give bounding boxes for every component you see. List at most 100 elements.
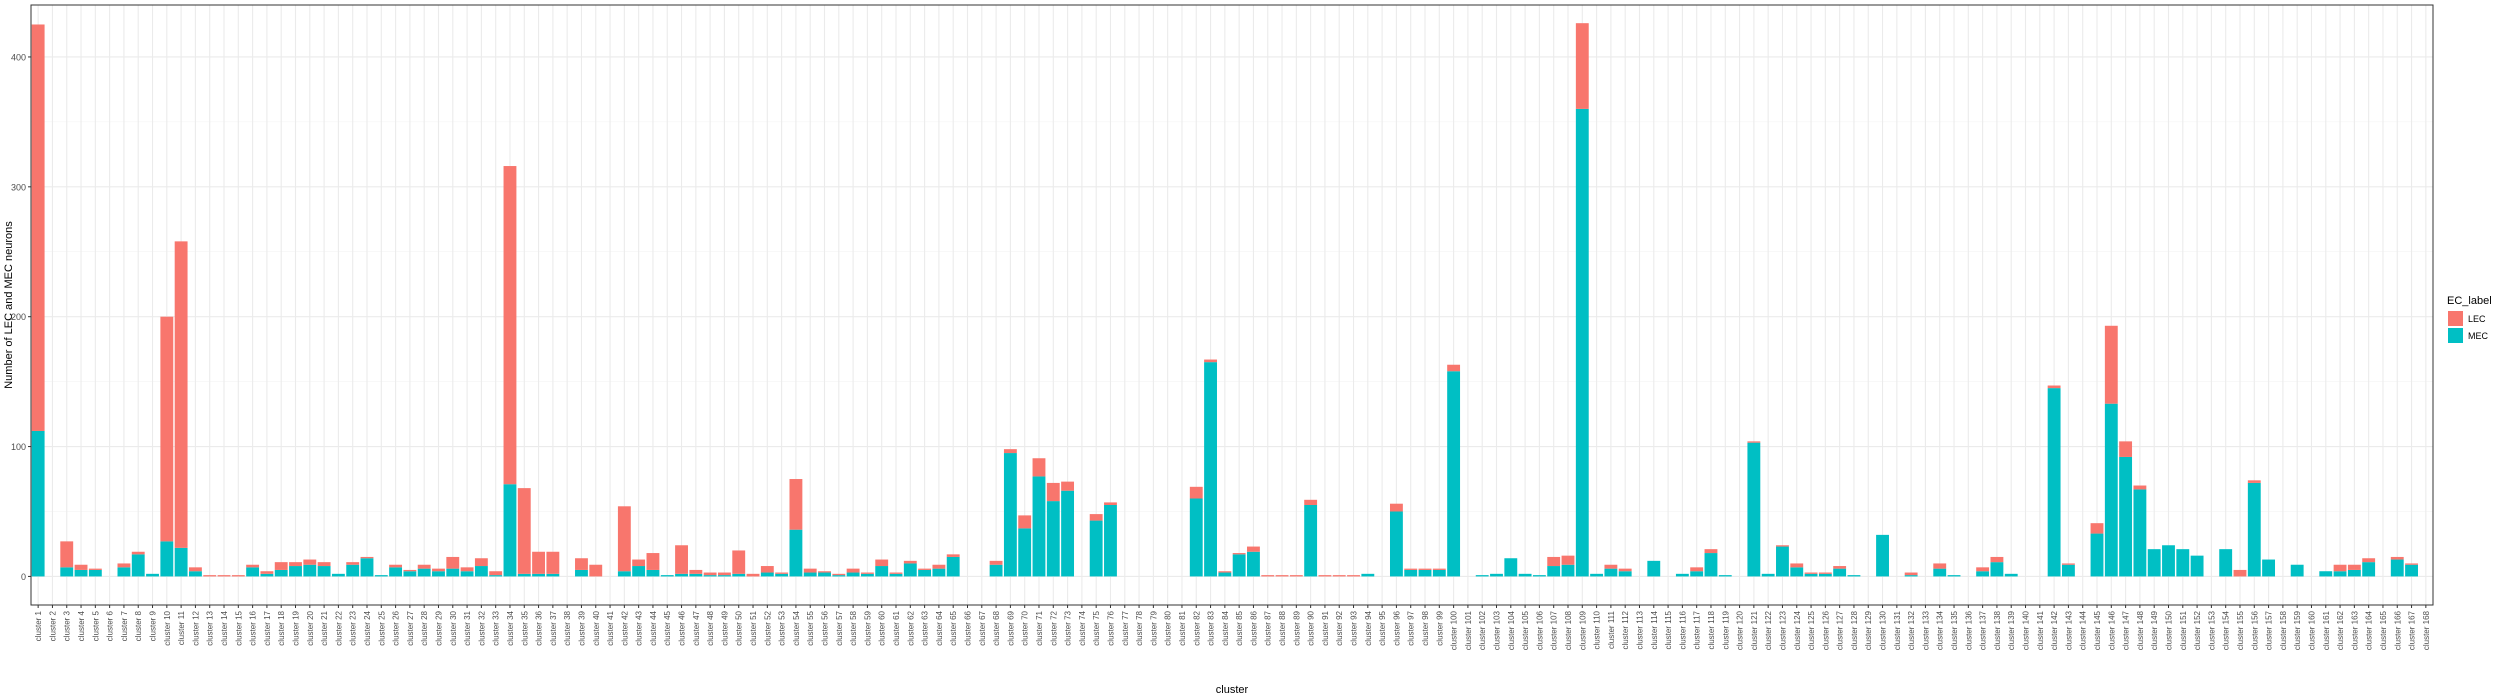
bar-lec-53 [775, 572, 789, 574]
bar-lec-109 [1575, 23, 1589, 109]
bar-mec-52 [760, 572, 774, 577]
bar-lec-60 [875, 559, 889, 567]
x-tick-label: cluster 125 [1807, 610, 1816, 650]
x-tick-label: cluster 159 [2293, 610, 2302, 650]
bar-lec-138 [1990, 556, 2004, 563]
y-axis: 0 100 200 300 400 [11, 52, 31, 582]
bar-lec-92 [1332, 575, 1346, 577]
x-tick-label: cluster 108 [1564, 610, 1573, 650]
bar-mec-114 [1647, 560, 1661, 577]
bar-mec-49 [718, 575, 731, 577]
bar-lec-46 [675, 545, 688, 574]
bar-lec-70 [1018, 515, 1032, 529]
x-tick-label: cluster 68 [992, 610, 1001, 645]
bar-mec-146 [2104, 403, 2118, 577]
x-tick-label: cluster 47 [692, 610, 701, 645]
bar-lec-64 [932, 564, 946, 569]
x-tick-label: cluster 100 [1450, 610, 1459, 650]
x-tick-label: cluster 91 [1321, 610, 1330, 645]
bar-mec-50 [732, 573, 746, 577]
bar-lec-89 [1289, 575, 1303, 577]
x-tick-label: cluster 74 [1078, 610, 1087, 645]
bar-lec-99 [1432, 568, 1446, 570]
bar-mec-151 [2176, 549, 2190, 577]
bar-lec-57 [832, 573, 846, 576]
bar-mec-57 [832, 575, 846, 577]
x-tick-label: cluster 154 [2222, 610, 2231, 650]
bar-mec-163 [2347, 569, 2361, 577]
bar-mec-56 [818, 572, 831, 577]
x-tick-label: cluster 126 [1821, 610, 1830, 650]
x-tick-label: cluster 1 [34, 610, 43, 641]
bar-lec-39 [575, 558, 588, 570]
x-tick-label: cluster 59 [863, 610, 872, 645]
x-tick-label: cluster 142 [2050, 610, 2059, 650]
x-tick-label: cluster 124 [1793, 610, 1802, 650]
bar-lec-72 [1046, 482, 1060, 502]
bar-mec-161 [2319, 571, 2333, 577]
x-tick-label: cluster 111 [1607, 610, 1616, 648]
bar-lec-125 [1804, 572, 1818, 574]
bar-lec-68 [989, 560, 1003, 565]
x-tick-label: cluster 13 [206, 610, 215, 645]
bar-lec-126 [1818, 572, 1832, 574]
x-tick-label: cluster 144 [2079, 610, 2088, 650]
bar-lec-43 [632, 559, 646, 567]
x-tick-label: cluster 94 [1364, 610, 1373, 645]
bar-mec-27 [403, 571, 417, 577]
bar-lec-142 [2047, 385, 2061, 389]
x-tick-label: cluster 139 [2007, 610, 2016, 650]
bar-lec-121 [1747, 441, 1761, 443]
bar-lec-24 [360, 556, 374, 559]
bars-layer [31, 23, 2418, 577]
bar-lec-96 [1389, 503, 1403, 512]
x-tick-label: cluster 133 [1921, 610, 1930, 650]
bar-mec-3 [60, 567, 74, 577]
bar-lec-62 [903, 560, 917, 564]
x-tick-label: cluster 153 [2207, 610, 2216, 650]
bar-lec-29 [432, 568, 445, 572]
x-tick-label: cluster 32 [477, 610, 486, 645]
bar-lec-50 [732, 550, 746, 574]
x-tick-label: cluster 60 [878, 610, 887, 645]
bar-mec-121 [1747, 442, 1761, 577]
bar-mec-12 [188, 571, 202, 577]
bar-mec-46 [675, 573, 688, 577]
x-tick-label: cluster 83 [1207, 610, 1216, 645]
bar-lec-10 [160, 316, 174, 542]
bar-lec-166 [2390, 556, 2404, 560]
x-tick-label: cluster 6 [106, 610, 115, 641]
bar-mec-30 [446, 568, 460, 577]
x-tick-label: cluster 41 [606, 610, 615, 645]
bar-lec-17 [260, 571, 274, 574]
legend-title: EC_label [2447, 295, 2492, 307]
legend-label-lec: LEC [2468, 314, 2486, 324]
x-tick-label: cluster 129 [1864, 610, 1873, 650]
bar-mec-138 [1990, 562, 2004, 577]
bar-mec-117 [1690, 571, 1704, 577]
bar-mec-59 [860, 573, 874, 577]
x-tick-label: cluster 118 [1707, 610, 1716, 649]
x-tick-label: cluster 62 [906, 610, 915, 645]
bar-mec-48 [703, 575, 717, 577]
bar-lec-44 [646, 553, 660, 570]
x-tick-label: cluster 33 [492, 610, 501, 645]
x-tick-label: cluster 38 [563, 610, 572, 645]
bar-mec-1 [31, 430, 45, 577]
bar-mec-135 [1947, 575, 1961, 577]
bar-mec-137 [1976, 571, 1990, 577]
bar-lec-83 [1204, 359, 1217, 363]
bar-lec-97 [1404, 568, 1418, 570]
x-tick-label: cluster 77 [1121, 610, 1130, 645]
x-tick-label: cluster 163 [2350, 610, 2359, 650]
bar-lec-75 [1089, 514, 1103, 521]
x-tick-label: cluster 5 [91, 610, 100, 641]
x-tick-label: cluster 9 [149, 610, 158, 641]
bar-mec-94 [1361, 573, 1375, 577]
bar-lec-26 [389, 564, 403, 568]
bar-mec-86 [1247, 551, 1260, 577]
bar-lec-32 [474, 558, 488, 567]
x-tick-label: cluster 143 [2064, 610, 2073, 650]
bar-lec-49 [718, 572, 731, 576]
